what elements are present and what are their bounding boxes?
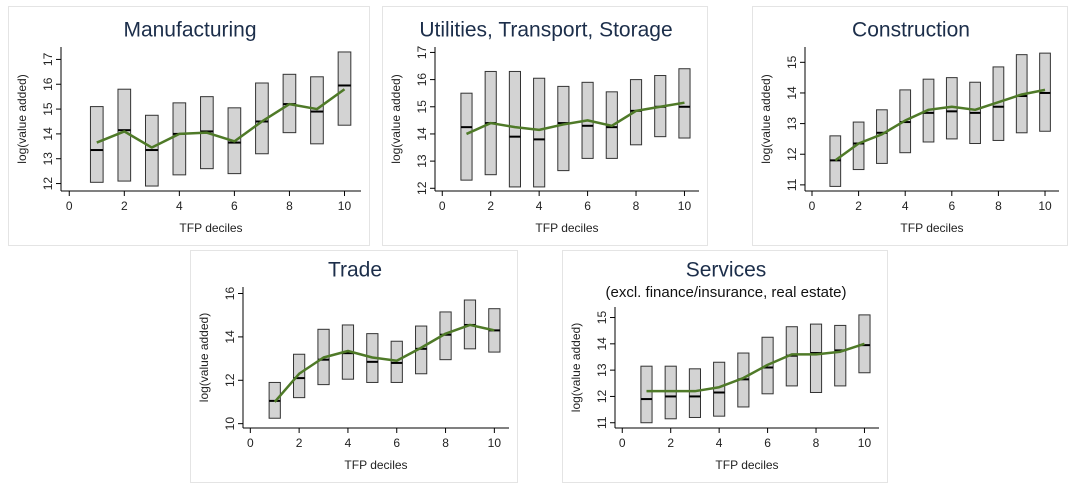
range-box — [293, 353, 306, 399]
y-tick-label: 11 — [785, 178, 799, 191]
x-tick-label: 4 — [902, 199, 909, 213]
chart-title: Trade — [328, 259, 382, 282]
y-tick-label: 14 — [415, 127, 429, 141]
y-tick-label: 17 — [415, 45, 429, 59]
x-tick-label: 10 — [678, 199, 692, 213]
range-box — [337, 51, 352, 126]
x-tick-label: 0 — [439, 199, 446, 213]
y-tick-label: 12 — [595, 389, 609, 403]
x-tick-label: 6 — [231, 199, 238, 213]
x-tick-label: 4 — [536, 199, 543, 213]
x-tick-label: 2 — [121, 199, 128, 213]
y-tick-label: 14 — [595, 337, 609, 351]
y-tick-label: 15 — [41, 102, 55, 116]
chart-subtitle: (excl. finance/insurance, real estate) — [606, 284, 847, 301]
y-tick-label: 14 — [223, 330, 237, 344]
x-tick-label: 8 — [995, 199, 1002, 213]
mean-line — [834, 88, 1046, 162]
range-box — [713, 361, 726, 417]
range-box — [89, 106, 104, 183]
y-tick-label: 13 — [41, 152, 55, 166]
y-axis-label: log(value added) — [197, 313, 211, 402]
mean-line — [273, 323, 495, 403]
y-tick-label: 13 — [785, 117, 799, 131]
x-tick-label: 0 — [809, 199, 816, 213]
range-box — [557, 85, 570, 172]
y-tick-label: 16 — [223, 287, 237, 301]
chart-panel: Trade 10 12 14 16 0 2 4 6 8 10 TFP deciles log(value… — [190, 250, 518, 483]
x-tick-label: 4 — [176, 199, 183, 213]
x-tick-label: 6 — [393, 436, 400, 450]
range-box — [809, 323, 823, 393]
y-tick-label: 12 — [415, 181, 429, 195]
y-tick-label: 13 — [595, 363, 609, 377]
x-axis-label: TFP deciles — [344, 458, 407, 472]
y-tick-label: 15 — [785, 55, 799, 69]
chart-panel: Manufacturing 12 13 14 15 16 17 0 2 4 6 8 10 TFP deci… — [8, 6, 370, 246]
x-tick-label: 4 — [345, 436, 352, 450]
y-tick-label: 12 — [223, 373, 237, 387]
y-tick-label: 17 — [41, 52, 55, 66]
range-box — [460, 92, 473, 181]
chart-title: Utilities, Transport, Storage — [419, 19, 672, 42]
x-tick-label: 2 — [296, 436, 303, 450]
mean-line — [96, 88, 346, 149]
y-axis-label: log(value added) — [389, 74, 403, 163]
x-tick-label: 0 — [247, 436, 254, 450]
y-tick-label: 13 — [415, 154, 429, 168]
x-tick-label: 8 — [813, 436, 820, 450]
x-tick-label: 2 — [487, 199, 494, 213]
y-tick-label: 15 — [415, 100, 429, 114]
x-tick-label: 6 — [948, 199, 955, 213]
range-box — [640, 365, 653, 424]
x-axis-label: TFP deciles — [535, 221, 598, 235]
y-tick-label: 14 — [41, 127, 55, 141]
y-tick-label: 14 — [785, 86, 799, 100]
y-tick-label: 12 — [41, 177, 55, 191]
y-tick-label: 16 — [41, 77, 55, 91]
range-box — [508, 70, 521, 188]
y-tick-label: 15 — [595, 311, 609, 325]
x-tick-label: 6 — [584, 199, 591, 213]
y-tick-label: 11 — [595, 416, 609, 429]
x-tick-label: 8 — [633, 199, 640, 213]
chart-panel: Services (excl. finance/insurance, real e… — [562, 250, 888, 483]
x-tick-label: 10 — [488, 436, 502, 450]
x-tick-label: 10 — [858, 436, 872, 450]
range-box — [852, 121, 865, 171]
chart-panel: Utilities, Transport, Storage 12 13 14 15 16 1… — [382, 6, 708, 246]
y-tick-label: 16 — [415, 73, 429, 87]
chart-title: Manufacturing — [123, 19, 256, 42]
x-axis-label: TFP deciles — [900, 221, 963, 235]
x-tick-label: 2 — [667, 436, 674, 450]
range-box — [688, 368, 701, 418]
range-box — [664, 365, 677, 420]
y-axis-label: log(value added) — [15, 74, 29, 163]
y-tick-label: 10 — [223, 417, 237, 431]
y-axis-label: log(value added) — [759, 74, 773, 163]
x-tick-label: 0 — [66, 199, 73, 213]
range-box — [172, 102, 187, 176]
y-axis-label: log(value added) — [569, 323, 583, 412]
chart-title: Services — [686, 259, 767, 282]
mean-line — [646, 342, 865, 393]
x-axis-label: TFP deciles — [179, 221, 242, 235]
x-tick-label: 4 — [716, 436, 723, 450]
x-tick-label: 8 — [286, 199, 293, 213]
x-tick-label: 0 — [619, 436, 626, 450]
x-tick-label: 10 — [1038, 199, 1052, 213]
x-tick-label: 10 — [338, 199, 352, 213]
x-axis-label: TFP deciles — [715, 458, 778, 472]
mean-line — [465, 101, 685, 136]
x-tick-label: 8 — [442, 436, 449, 450]
range-box — [834, 324, 847, 387]
x-tick-label: 2 — [855, 199, 862, 213]
y-tick-label: 12 — [785, 147, 799, 161]
chart-panel: Construction 11 12 13 14 15 0 2 4 6 8 10 TFP deciles… — [752, 6, 1068, 246]
chart-title: Construction — [852, 19, 970, 42]
x-tick-label: 6 — [764, 436, 771, 450]
range-box — [533, 77, 546, 188]
range-box — [858, 314, 871, 374]
